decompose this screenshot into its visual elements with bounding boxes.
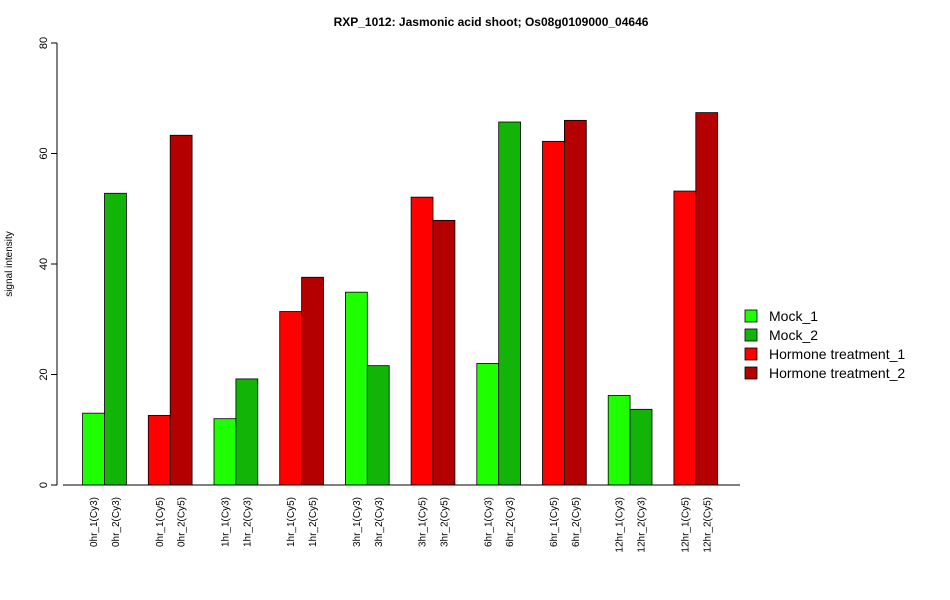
bar <box>366 365 390 486</box>
y-axis-label: signal intensity <box>4 231 15 297</box>
legend-label: Mock_2 <box>769 327 818 343</box>
legend-label: Hormone treatment_2 <box>769 365 905 381</box>
bar <box>432 219 456 486</box>
bar <box>147 414 171 486</box>
bar <box>344 291 368 486</box>
x-tick-label: 12hr_1(Cy5) <box>680 497 691 553</box>
bar <box>82 412 105 486</box>
y-tick-label: 80 <box>38 37 50 49</box>
chart-title: RXP_1012: Jasmonic acid shoot; Os08g0109… <box>334 15 649 29</box>
bar <box>695 112 719 486</box>
bar <box>235 378 259 486</box>
x-tick-label: 1hr_1(Cy3) <box>220 497 231 547</box>
x-tick-label: 6hr_1(Cy3) <box>483 497 494 547</box>
x-tick-label: 0hr_1(Cy5) <box>155 497 166 547</box>
bar <box>410 196 434 486</box>
legend: Mock_1 Mock_2 Hormone treatment_1 Hormone t… <box>744 308 905 381</box>
x-tick-label: 1hr_2(Cy5) <box>308 497 319 547</box>
x-tick-label: 3hr_2(Cy5) <box>439 497 450 547</box>
x-tick-label: 12hr_2(Cy3) <box>637 497 648 553</box>
bar <box>213 418 237 486</box>
x-tick-label: 12hr_1(Cy3) <box>615 497 626 553</box>
y-tick-label: 20 <box>38 368 50 380</box>
y-tick-label: 60 <box>38 147 50 159</box>
x-tick-label: 6hr_2(Cy3) <box>505 497 516 547</box>
x-tick-label: 0hr_2(Cy3) <box>111 497 122 547</box>
bar <box>607 395 631 486</box>
bar <box>564 119 587 486</box>
bar <box>542 140 565 486</box>
bar <box>476 363 500 486</box>
y-tick-label: 0 <box>38 482 50 488</box>
legend-label: Mock_1 <box>769 308 818 324</box>
bar <box>104 192 127 486</box>
x-tick-labels: 0hr_1(Cy3) 0hr_2(Cy3) 0hr_1(Cy5) 0hr_2(Cy5)… <box>89 497 713 553</box>
x-tick-label: 1hr_1(Cy5) <box>286 497 297 547</box>
legend-label: Hormone treatment_1 <box>769 346 905 362</box>
x-tick-label: 6hr_2(Cy5) <box>571 497 582 547</box>
bar <box>301 276 324 486</box>
bar <box>169 134 193 486</box>
x-tick-label: 0hr_1(Cy3) <box>89 497 100 547</box>
bar <box>673 190 697 486</box>
x-tick-label: 1hr_2(Cy3) <box>242 497 253 547</box>
x-tick-label: 3hr_2(Cy3) <box>374 497 385 547</box>
bar <box>279 311 303 486</box>
bars-group <box>82 112 719 486</box>
bar <box>498 121 522 486</box>
y-tick-label: 40 <box>38 258 50 270</box>
x-tick-label: 0hr_2(Cy5) <box>177 497 188 547</box>
x-tick-label: 6hr_1(Cy5) <box>549 497 560 547</box>
legend-swatch <box>744 347 758 361</box>
legend-swatch <box>744 366 758 380</box>
bar <box>629 408 653 486</box>
x-tick-label: 12hr_2(Cy5) <box>702 497 713 553</box>
legend-swatch <box>744 309 758 323</box>
x-tick-label: 3hr_1(Cy3) <box>352 497 363 547</box>
x-tick-label: 3hr_1(Cy5) <box>418 497 429 547</box>
y-axis: 0 20 40 60 80 <box>38 37 58 488</box>
legend-swatch <box>744 328 758 342</box>
